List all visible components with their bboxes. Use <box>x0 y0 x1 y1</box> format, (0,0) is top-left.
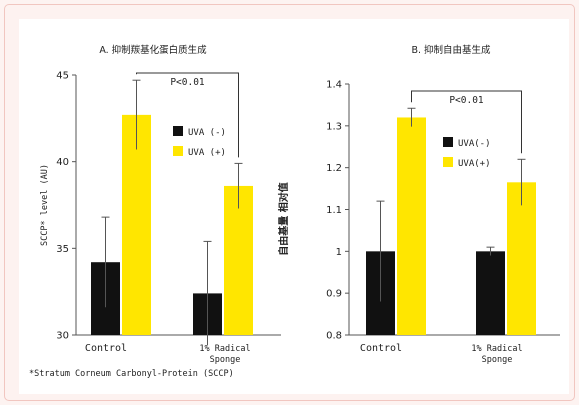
chart-b: B. 抑制自由基生成 0.8 0.9 1 1.1 1.2 1.3 1.4 自由基量 相对值 Con… <box>277 44 560 365</box>
y-tick-label: 1.1 <box>326 205 342 216</box>
charts-canvas: A. 抑制羰基化蛋白质生成 30 35 40 45 SCCP* level (AU) Con… <box>29 44 560 379</box>
legend-swatch <box>443 137 453 147</box>
y-axis-label: 自由基量 相对值 <box>277 182 290 255</box>
legend-swatch <box>443 157 453 167</box>
x-tick-label: Sponge <box>210 355 241 365</box>
significance-bracket <box>411 90 522 154</box>
footnote: *Stratum Corneum Carbonyl-Protein (SCCP) <box>29 369 234 379</box>
y-tick-label: 1 <box>336 247 342 258</box>
x-tick-label: Control <box>360 343 402 354</box>
y-tick-label: 1.2 <box>326 163 342 174</box>
y-tick-label: 0.8 <box>326 331 342 342</box>
x-tick-label: Sponge <box>482 355 513 365</box>
bar <box>476 251 505 335</box>
significance-label: P<0.01 <box>449 95 484 106</box>
legend-swatch <box>173 126 183 136</box>
bar <box>507 182 536 335</box>
chart-title: A. 抑制羰基化蛋白质生成 <box>99 44 207 56</box>
bar <box>122 114 151 335</box>
legend-label: UVA (-) <box>188 128 226 138</box>
figure-frame: A. 抑制羰基化蛋白质生成 30 35 40 45 SCCP* level (AU) Con… <box>4 4 575 401</box>
bar <box>397 117 426 335</box>
bar <box>224 185 253 335</box>
x-tick-label: Control <box>85 343 127 354</box>
chart-a: A. 抑制羰基化蛋白质生成 30 35 40 45 SCCP* level (AU) Con… <box>40 44 281 365</box>
y-tick-label: 1.3 <box>326 121 342 132</box>
legend-label: UVA(-) <box>458 139 491 149</box>
y-tick-label: 45 <box>56 71 69 82</box>
y-tick-label: 35 <box>56 244 69 255</box>
figure-panel: A. 抑制羰基化蛋白质生成 30 35 40 45 SCCP* level (AU) Con… <box>19 19 569 394</box>
y-tick-label: 1.4 <box>326 80 342 91</box>
y-tick-label: 30 <box>56 331 69 342</box>
significance-label: P<0.01 <box>170 77 205 88</box>
y-tick-label: 40 <box>56 157 69 168</box>
y-axis-label: SCCP* level (AU) <box>40 164 50 246</box>
significance-bracket <box>136 72 239 158</box>
y-tick-label: 0.9 <box>326 289 342 300</box>
chart-title: B. 抑制自由基生成 <box>411 44 491 56</box>
x-tick-label: 1% Radical <box>471 344 522 354</box>
x-tick-label: 1% Radical <box>199 344 250 354</box>
legend-label: UVA (+) <box>188 148 226 158</box>
legend-swatch <box>173 146 183 156</box>
legend-label: UVA(+) <box>458 159 491 169</box>
